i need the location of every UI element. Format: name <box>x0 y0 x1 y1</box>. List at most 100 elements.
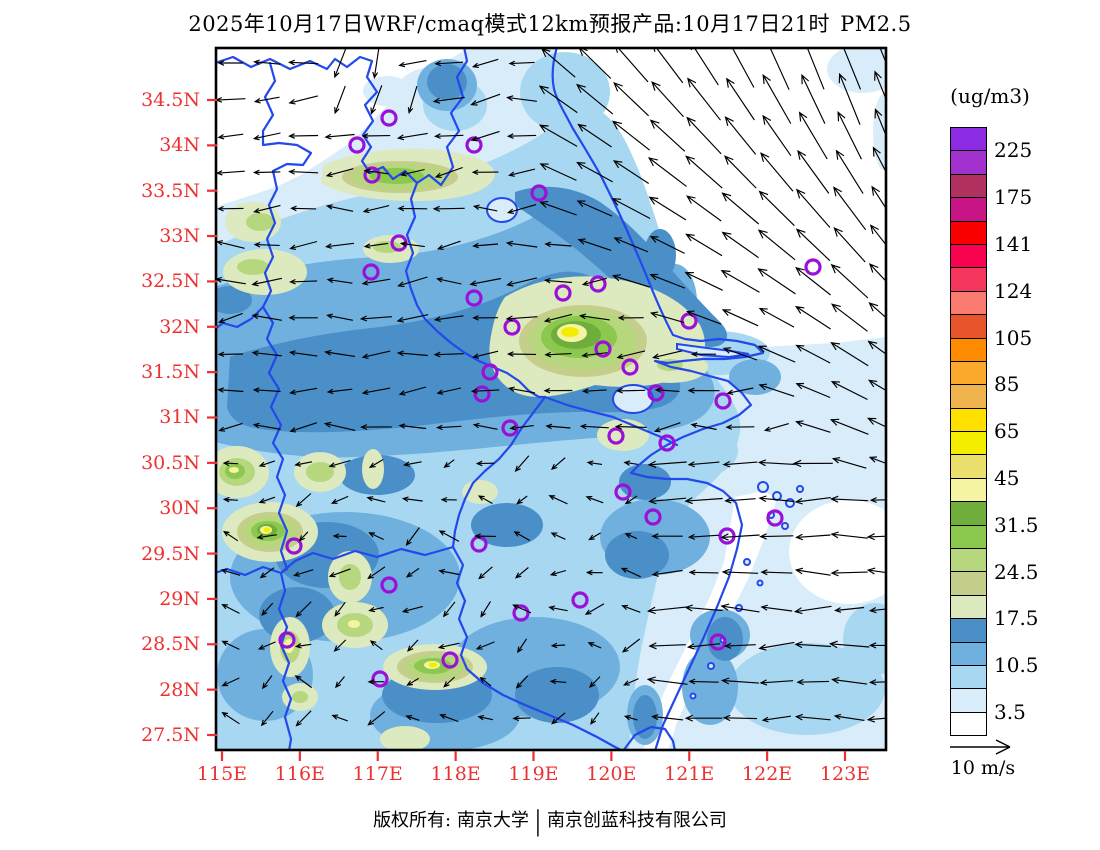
lat-tick-label: 29N <box>159 587 200 610</box>
lat-tick-label: 34N <box>159 134 200 157</box>
lat-tick-label: 33.5N <box>141 179 200 202</box>
legend-color-box <box>950 594 987 620</box>
city-marker <box>766 509 784 527</box>
legend-color-box <box>950 407 987 433</box>
footer-company: 南京创蓝科技有限公司 <box>546 810 727 831</box>
city-marker <box>530 184 548 202</box>
lon-tick-label: 120E <box>586 763 637 785</box>
legend-color-box <box>950 173 987 199</box>
legend-value-label: 105 <box>994 325 1033 350</box>
title-variable: PM2.5 <box>840 12 912 36</box>
lat-tick-label: 28N <box>159 678 200 701</box>
legend-value-label: 141 <box>994 232 1033 256</box>
city-marker <box>594 340 612 358</box>
lat-tick-label: 33N <box>159 225 200 248</box>
legend-color-box <box>950 431 987 456</box>
legend-value-label: 85 <box>994 372 1020 397</box>
city-marker <box>465 289 483 307</box>
city-marker <box>680 312 698 330</box>
legend-value-label: 124 <box>994 278 1033 303</box>
city-marker <box>607 427 625 445</box>
city-marker <box>647 384 665 402</box>
lat-tick-label: 32.5N <box>141 270 200 293</box>
lat-tick-label: 28.5N <box>141 633 200 656</box>
lat-tick-label: 27.5N <box>141 723 200 746</box>
lon-tick-label: 122E <box>742 763 793 785</box>
city-marker <box>503 318 521 336</box>
legend-value-label: 175 <box>994 185 1033 210</box>
lat-tick-label: 30N <box>159 497 200 520</box>
lon-tick-label: 115E <box>196 763 248 785</box>
legend-color-box <box>950 571 987 596</box>
legend-color-box <box>950 267 987 292</box>
footer-separator: | <box>534 805 541 838</box>
legend-color-box <box>950 243 987 269</box>
city-marker <box>614 483 632 501</box>
city-marker <box>571 591 589 609</box>
lon-tick-label: 123E <box>819 763 871 785</box>
legend-color-box <box>950 314 987 339</box>
city-marker <box>441 651 459 669</box>
legend-color-box <box>950 524 987 550</box>
lon-tick-label: 119E <box>508 763 559 785</box>
lon-tick-label: 121E <box>664 763 715 785</box>
city-marker <box>278 631 296 649</box>
legend-value-label: 24.5 <box>994 559 1039 584</box>
legend-unit: (ug/m3) <box>950 84 1030 108</box>
legend-color-box <box>950 127 987 152</box>
city-marker <box>481 363 499 381</box>
legend-value-label: 17.5 <box>994 606 1039 631</box>
legend-color-box <box>950 290 987 316</box>
legend-value-label: 65 <box>994 419 1020 444</box>
legend-color-box <box>950 664 987 690</box>
city-marker <box>362 263 380 281</box>
city-marker <box>709 633 727 651</box>
legend-color-box <box>950 548 987 573</box>
city-marker <box>714 392 732 410</box>
legend-color-box <box>950 360 987 386</box>
city-marker <box>512 604 530 622</box>
map-frame <box>214 46 888 752</box>
city-marker <box>380 576 398 594</box>
city-marker <box>621 358 639 376</box>
map-svg <box>207 46 888 761</box>
city-marker <box>380 109 398 127</box>
city-marker <box>285 537 303 555</box>
legend-color-box <box>950 150 987 175</box>
wind-scale-label: 10 m/s <box>950 757 1016 779</box>
city-marker <box>718 527 736 545</box>
legend-color-box <box>950 220 987 245</box>
chart-title: 2025年10月17日WRF/cmaq模式12km预报产品:10月17日21时 P… <box>0 8 1100 38</box>
legend-value-label: 3.5 <box>994 700 1026 724</box>
city-marker <box>658 434 676 452</box>
footer-owner: 版权所有: 南京大学 <box>373 810 529 831</box>
city-marker <box>644 508 662 526</box>
legend-color-box <box>950 688 987 713</box>
city-marker <box>554 284 572 302</box>
legend-value-label: 31.5 <box>994 512 1039 537</box>
copyright-footer: 版权所有: 南京大学 | 南京创蓝科技有限公司 <box>0 806 1100 838</box>
city-marker <box>371 670 389 688</box>
legend-value-label: 10.5 <box>994 653 1039 678</box>
lat-tick-label: 32N <box>159 315 200 338</box>
legend-color-box <box>950 501 987 526</box>
city-marker <box>589 275 607 293</box>
lat-tick-label: 29.5N <box>141 542 200 565</box>
legend-color-box <box>950 337 987 362</box>
lat-tick-label: 31.5N <box>141 361 200 384</box>
lon-tick-label: 116E <box>274 763 325 785</box>
wind-scale-arrow <box>950 739 1011 755</box>
legend-color-box <box>950 641 987 666</box>
legend-color-box <box>950 197 987 222</box>
lat-tick-label: 30.5N <box>141 451 200 474</box>
legend-value-label: 45 <box>994 466 1020 490</box>
lon-tick-label: 118E <box>430 763 481 785</box>
city-marker <box>804 258 822 276</box>
legend-color-box <box>950 384 987 409</box>
title-text: 2025年10月17日WRF/cmaq模式12km预报产品:10月17日21时 <box>188 12 831 36</box>
legend-color-box <box>950 711 987 737</box>
city-marker <box>390 234 408 252</box>
lat-tick-label: 34.5N <box>141 89 200 111</box>
legend-value-label: 225 <box>994 138 1033 163</box>
